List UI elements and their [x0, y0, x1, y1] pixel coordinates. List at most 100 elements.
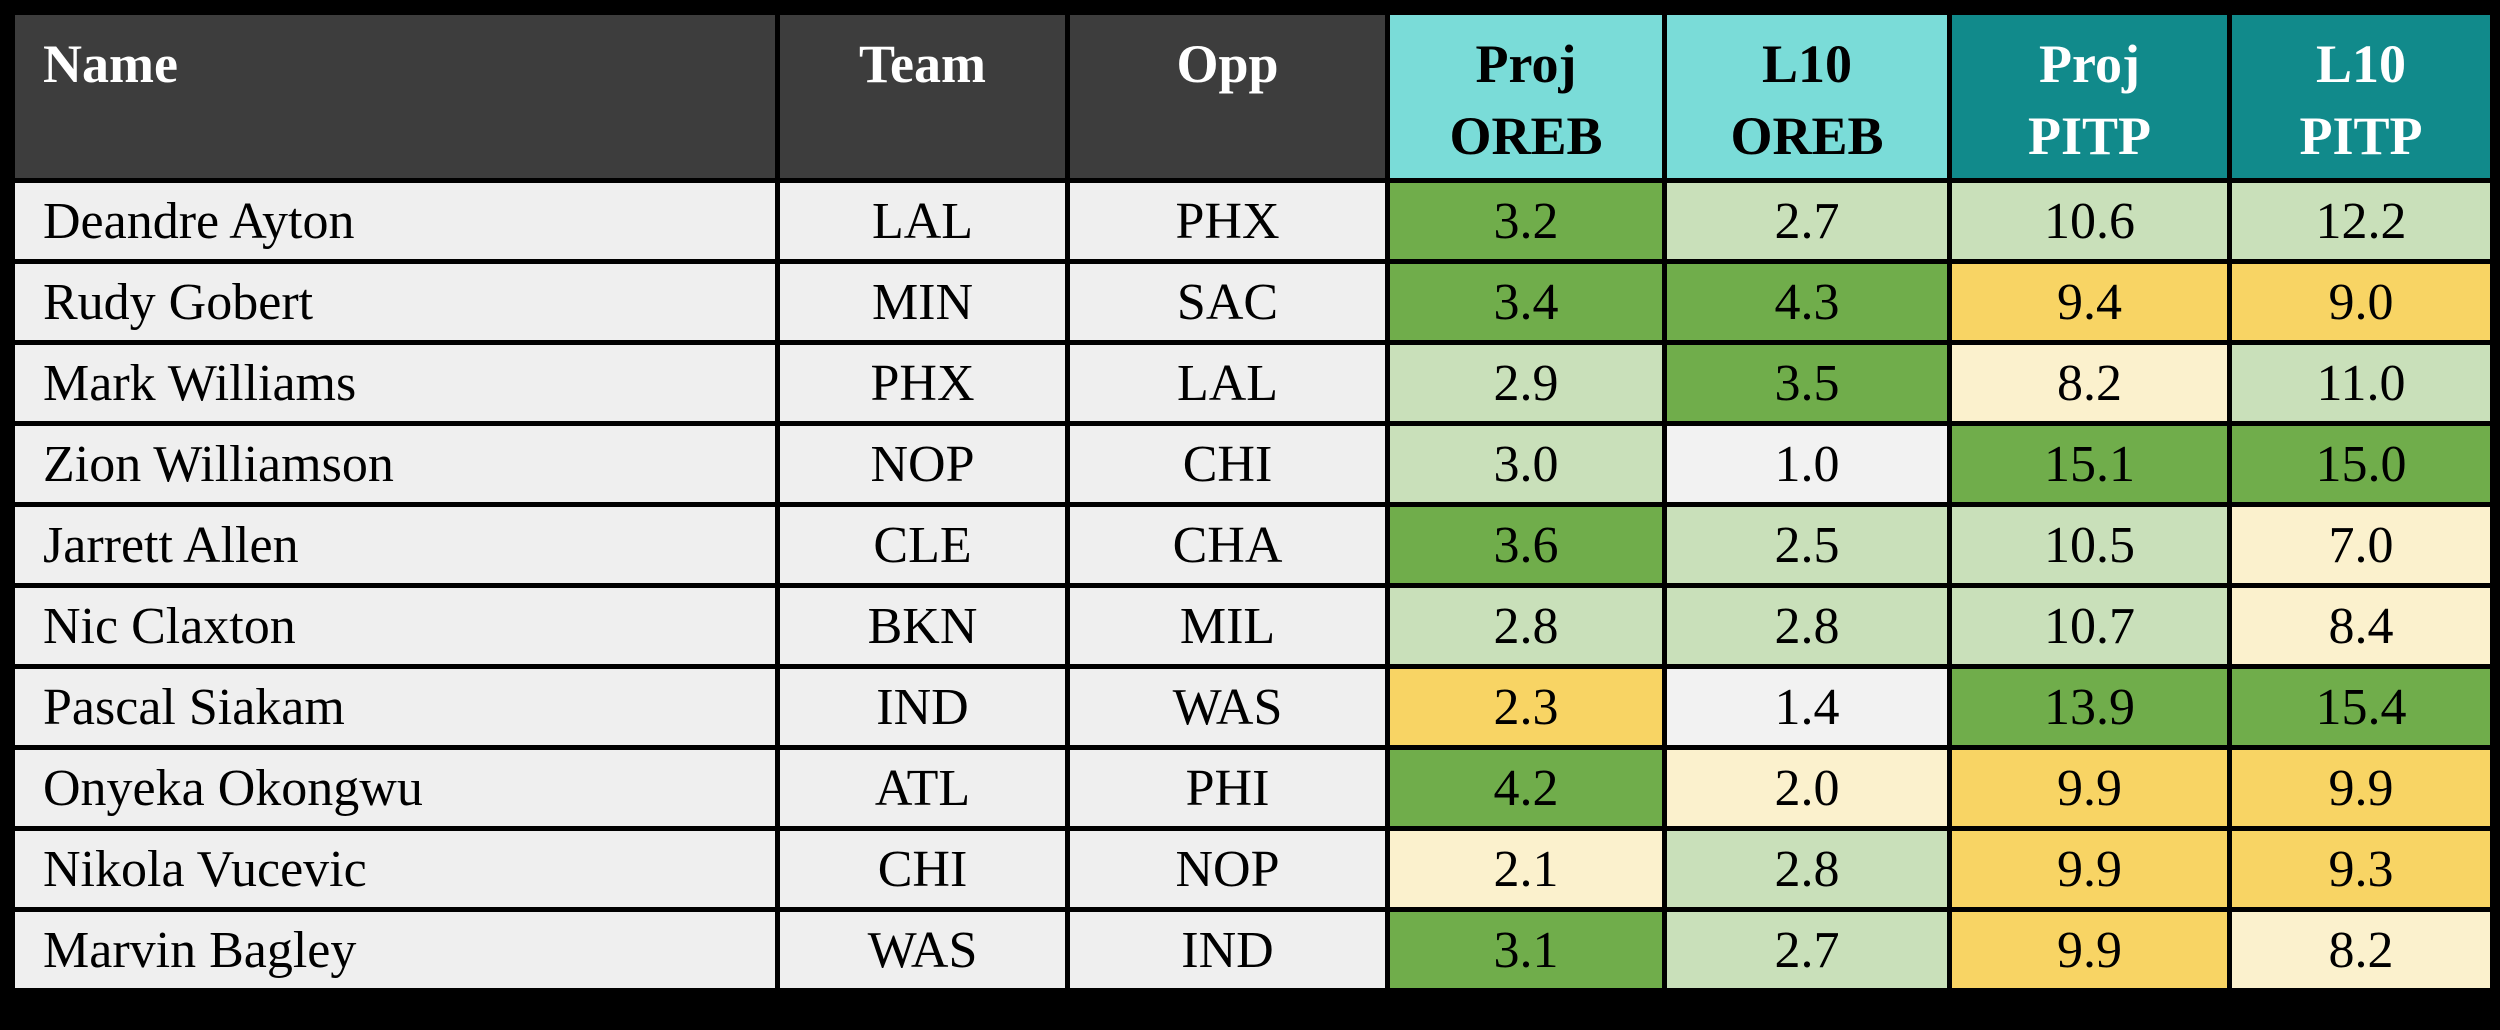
opp-cell: PHI: [1065, 745, 1390, 831]
column-header-label-line1: L10: [2315, 34, 2407, 94]
column-header-label-line1: Proj: [1475, 34, 1577, 94]
opp-cell: WAS: [1065, 664, 1390, 750]
column-header-label-line2: OREB: [1730, 105, 1884, 166]
table-row: Nic Claxton BKN MIL 2.8 2.8 10.7 8.4: [10, 583, 2495, 669]
table-row: Mark Williams PHX LAL 2.9 3.5 8.2 11.0: [10, 340, 2495, 426]
player-name-cell: Nikola Vucevic: [10, 826, 780, 912]
l10-pitp-cell: 15.0: [2227, 421, 2495, 507]
proj-pitp-cell: 9.4: [1947, 259, 2232, 345]
header-row: Name Team Opp Proj OREB L10 OREB Proj: [10, 10, 2495, 183]
player-name-cell: Rudy Gobert: [10, 259, 780, 345]
l10-pitp-cell: 15.4: [2227, 664, 2495, 750]
table-row: Marvin Bagley WAS IND 3.1 2.7 9.9 8.2: [10, 907, 2495, 993]
l10-oreb-cell: 2.8: [1662, 583, 1952, 669]
l10-oreb-cell: 2.7: [1662, 907, 1952, 993]
l10-pitp-cell: 11.0: [2227, 340, 2495, 426]
player-name-cell: Nic Claxton: [10, 583, 780, 669]
table-body: Deandre Ayton LAL PHX 3.2 2.7 10.6 12.2 Rudy Go…: [10, 178, 2495, 993]
table-row: Pascal Siakam IND WAS 2.3 1.4 13.9 15.4: [10, 664, 2495, 750]
column-header-label: Name: [43, 34, 178, 94]
team-cell: BKN: [775, 583, 1070, 669]
l10-oreb-cell: 1.4: [1662, 664, 1952, 750]
column-header-label-line1: Proj: [2039, 34, 2140, 94]
proj-pitp-cell: 10.7: [1947, 583, 2232, 669]
team-cell: LAL: [775, 178, 1070, 264]
proj-oreb-cell: 4.2: [1385, 745, 1667, 831]
opp-cell: CHI: [1065, 421, 1390, 507]
l10-pitp-cell: 9.3: [2227, 826, 2495, 912]
proj-pitp-cell: 9.9: [1947, 745, 2232, 831]
l10-oreb-cell: 1.0: [1662, 421, 1952, 507]
table-row: Nikola Vucevic CHI NOP 2.1 2.8 9.9 9.3: [10, 826, 2495, 912]
l10-oreb-cell: 4.3: [1662, 259, 1952, 345]
team-cell: PHX: [775, 340, 1070, 426]
column-header-label-line2: PITP: [2027, 105, 2151, 166]
proj-pitp-cell: 13.9: [1947, 664, 2232, 750]
l10-oreb-cell: 3.5: [1662, 340, 1952, 426]
team-cell: IND: [775, 664, 1070, 750]
l10-oreb-cell: 2.0: [1662, 745, 1952, 831]
team-cell: CHI: [775, 826, 1070, 912]
player-stats-table: Name Team Opp Proj OREB L10 OREB Proj: [10, 10, 2495, 993]
opp-cell: CHA: [1065, 502, 1390, 588]
player-name-cell: Mark Williams: [10, 340, 780, 426]
table-row: Jarrett Allen CLE CHA 3.6 2.5 10.5 7.0: [10, 502, 2495, 588]
proj-oreb-cell: 2.3: [1385, 664, 1667, 750]
column-header-label: Team: [858, 34, 986, 94]
column-header-proj-pitp: Proj PITP: [1947, 10, 2232, 183]
column-header-l10-oreb: L10 OREB: [1662, 10, 1952, 183]
proj-pitp-cell: 8.2: [1947, 340, 2232, 426]
proj-oreb-cell: 3.1: [1385, 907, 1667, 993]
proj-oreb-cell: 3.6: [1385, 502, 1667, 588]
l10-pitp-cell: 9.0: [2227, 259, 2495, 345]
table-row: Rudy Gobert MIN SAC 3.4 4.3 9.4 9.0: [10, 259, 2495, 345]
table-row: Deandre Ayton LAL PHX 3.2 2.7 10.6 12.2: [10, 178, 2495, 264]
proj-oreb-cell: 3.4: [1385, 259, 1667, 345]
l10-pitp-cell: 7.0: [2227, 502, 2495, 588]
l10-oreb-cell: 2.5: [1662, 502, 1952, 588]
player-name-cell: Zion Williamson: [10, 421, 780, 507]
proj-pitp-cell: 9.9: [1947, 826, 2232, 912]
l10-oreb-cell: 2.8: [1662, 826, 1952, 912]
player-name-cell: Pascal Siakam: [10, 664, 780, 750]
proj-pitp-cell: 10.5: [1947, 502, 2232, 588]
proj-pitp-cell: 10.6: [1947, 178, 2232, 264]
opp-cell: NOP: [1065, 826, 1390, 912]
proj-pitp-cell: 15.1: [1947, 421, 2232, 507]
l10-pitp-cell: 9.9: [2227, 745, 2495, 831]
player-stats-table-wrap: Name Team Opp Proj OREB L10 OREB Proj: [10, 10, 2495, 993]
column-header-label-line2: OREB: [1449, 105, 1603, 166]
team-cell: CLE: [775, 502, 1070, 588]
team-cell: NOP: [775, 421, 1070, 507]
proj-oreb-cell: 2.9: [1385, 340, 1667, 426]
column-header-label-line2: PITP: [2299, 105, 2423, 166]
opp-cell: IND: [1065, 907, 1390, 993]
opp-cell: SAC: [1065, 259, 1390, 345]
column-header-l10-pitp: L10 PITP: [2227, 10, 2495, 183]
l10-pitp-cell: 8.2: [2227, 907, 2495, 993]
column-header-team: Team: [775, 10, 1070, 183]
player-name-cell: Jarrett Allen: [10, 502, 780, 588]
column-header-label-line1: L10: [1761, 34, 1853, 94]
column-header-label: Opp: [1176, 34, 1279, 94]
l10-oreb-cell: 2.7: [1662, 178, 1952, 264]
opp-cell: MIL: [1065, 583, 1390, 669]
table-row: Onyeka Okongwu ATL PHI 4.2 2.0 9.9 9.9: [10, 745, 2495, 831]
proj-oreb-cell: 2.8: [1385, 583, 1667, 669]
team-cell: WAS: [775, 907, 1070, 993]
l10-pitp-cell: 8.4: [2227, 583, 2495, 669]
proj-pitp-cell: 9.9: [1947, 907, 2232, 993]
player-name-cell: Deandre Ayton: [10, 178, 780, 264]
team-cell: MIN: [775, 259, 1070, 345]
opp-cell: LAL: [1065, 340, 1390, 426]
team-cell: ATL: [775, 745, 1070, 831]
opp-cell: PHX: [1065, 178, 1390, 264]
l10-pitp-cell: 12.2: [2227, 178, 2495, 264]
player-name-cell: Marvin Bagley: [10, 907, 780, 993]
proj-oreb-cell: 2.1: [1385, 826, 1667, 912]
player-name-cell: Onyeka Okongwu: [10, 745, 780, 831]
column-header-name: Name: [10, 10, 780, 183]
column-header-opp: Opp: [1065, 10, 1390, 183]
proj-oreb-cell: 3.2: [1385, 178, 1667, 264]
column-header-proj-oreb: Proj OREB: [1385, 10, 1667, 183]
